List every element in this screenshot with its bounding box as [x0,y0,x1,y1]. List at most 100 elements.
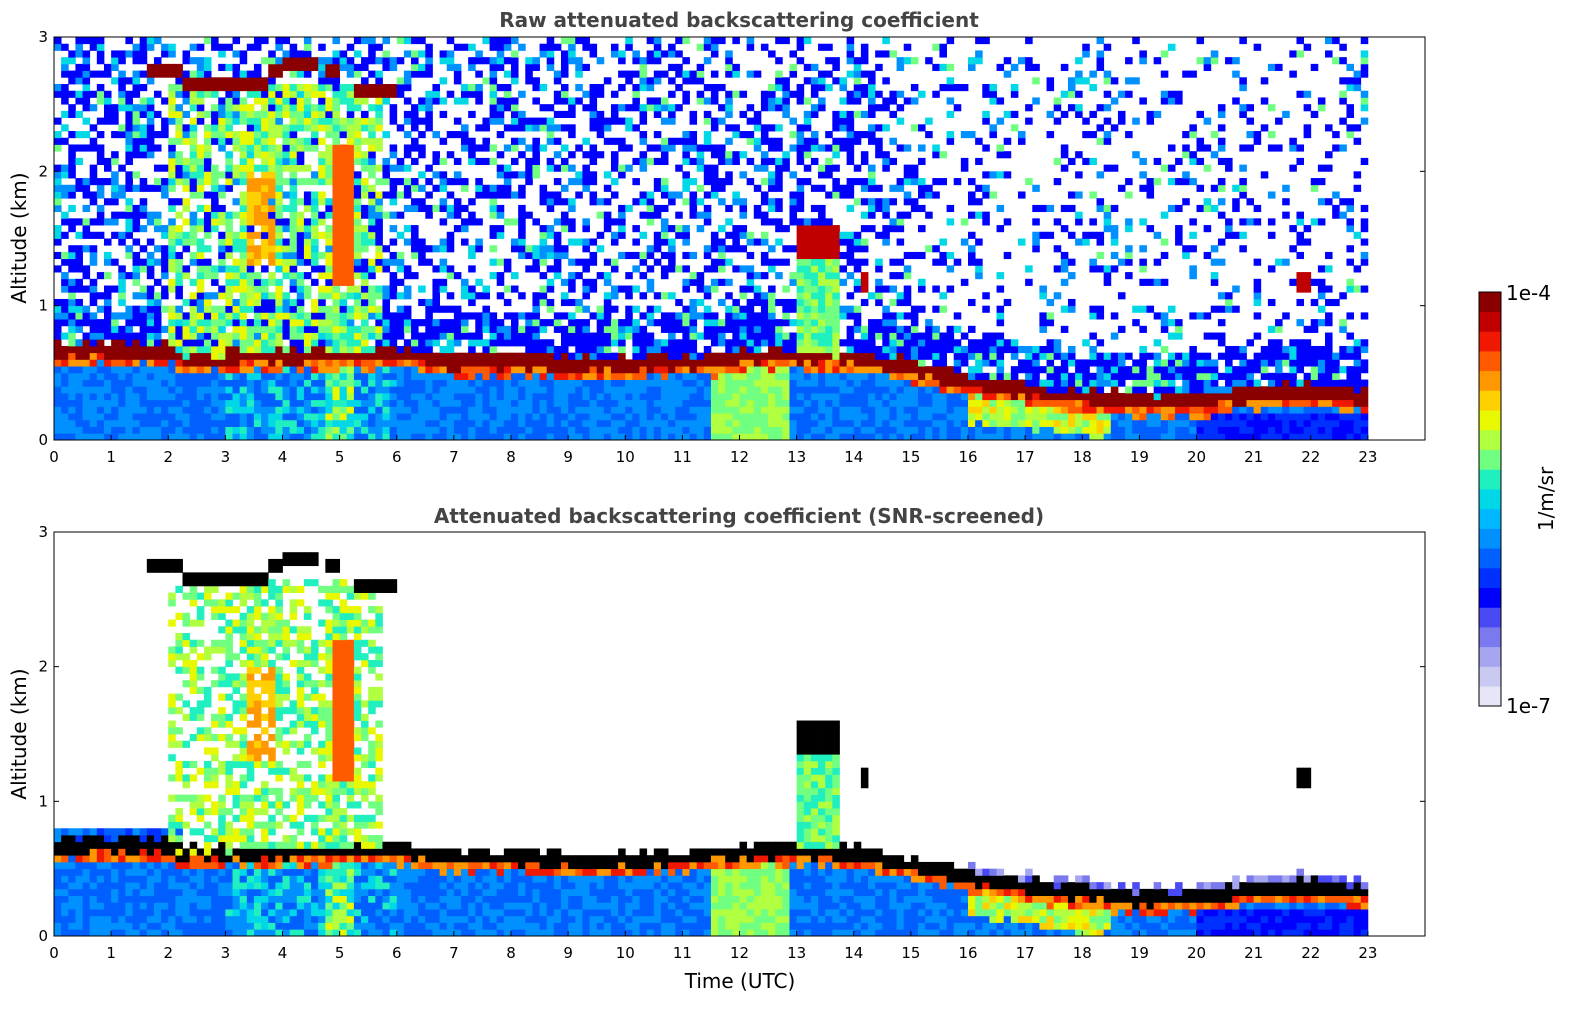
heatmap-cell [261,372,269,380]
heatmap-cell [389,285,398,293]
heatmap-cell [289,57,298,65]
heatmap-cell [696,278,705,286]
heatmap-cell [153,164,162,172]
heatmap-cell [189,251,198,260]
heatmap-cell [453,406,462,414]
heatmap-cell [610,110,619,118]
heatmap-cell [889,413,897,421]
heatmap-cell [746,325,755,333]
heatmap-cell [496,366,505,374]
heatmap-cell [389,426,398,434]
heatmap-cell [318,211,326,219]
heatmap-cell [889,386,897,394]
heatmap-cell [411,399,419,407]
heatmap-cell [896,211,905,219]
heatmap-cell [275,386,283,394]
heatmap-cell [225,231,233,239]
heatmap-cell [325,204,333,213]
heatmap-cell [175,90,183,98]
heatmap-cell [853,90,862,98]
heatmap-cell [546,399,555,407]
heatmap-cell [411,144,419,152]
heatmap-cell [289,379,298,387]
heatmap-cell [89,433,98,441]
heatmap-cell [289,413,298,421]
heatmap-cell [61,352,69,360]
heatmap-cell [418,386,426,394]
heatmap-cell [132,84,141,92]
heatmap-cell [275,325,283,333]
heatmap-cell [796,413,805,421]
heatmap-cell [353,413,362,421]
heatmap-cell [382,171,391,179]
heatmap-cell [553,258,562,266]
heatmap-cell [632,366,640,374]
heatmap-cell [582,43,590,51]
heatmap-cell [232,238,241,246]
heatmap-cell [296,359,305,367]
heatmap-cell [789,372,798,380]
heatmap-cell [839,137,848,145]
heatmap-cell [418,352,426,360]
heatmap-cell [332,379,341,387]
heatmap-cell [168,110,176,118]
heatmap-cell [803,124,812,132]
heatmap-cell [296,157,305,166]
heatmap-cell [632,265,640,273]
heatmap-cell [382,131,391,139]
heatmap-cell [511,191,519,199]
heatmap-cell [618,231,626,239]
heatmap-cell [525,359,533,367]
heatmap-cell [782,399,790,407]
heatmap-cell [118,352,126,360]
heatmap-cell [482,319,490,327]
heatmap-cell [389,225,398,233]
heatmap-cell [296,392,305,401]
heatmap-cell [689,392,698,401]
heatmap-cell [603,117,612,125]
heatmap-cell [568,272,576,280]
heatmap-cell [375,265,383,273]
heatmap-cell [496,131,505,139]
heatmap-cell [132,238,141,246]
heatmap-cell [689,278,698,286]
heatmap-cell [311,352,319,360]
heatmap-cell [196,117,205,125]
heatmap-cell [389,104,398,112]
heatmap-cell [818,70,826,78]
heatmap-cell [432,171,440,179]
heatmap-cell [325,392,333,401]
heatmap-cell [646,84,655,92]
heatmap-cell [482,419,490,427]
heatmap-cell [511,366,519,374]
heatmap-cell [632,406,640,414]
heatmap-cell [896,332,905,340]
heatmap-cell [275,399,283,407]
heatmap-cell [275,184,283,192]
heatmap-cell [639,352,648,360]
heatmap-cell [532,124,540,132]
heatmap-cell [832,231,840,239]
heatmap-cell [239,392,248,401]
heatmap-cell [860,225,869,233]
heatmap-cell [196,392,205,401]
heatmap-cell [703,251,712,260]
heatmap-cell [839,386,848,394]
heatmap-cell [803,419,812,427]
heatmap-cell [568,218,576,226]
heatmap-cell [125,413,133,421]
heatmap-cell [225,117,233,125]
heatmap-cell [232,198,241,206]
heatmap-cell [289,231,298,239]
heatmap-cell [739,433,748,441]
heatmap-cell [610,426,619,434]
heatmap-cell [718,379,726,387]
heatmap-cell [346,225,355,233]
heatmap-cell [411,124,419,132]
heatmap-cell [275,433,283,441]
heatmap-cell [668,372,676,380]
heatmap-cell [796,406,805,414]
heatmap-cell [832,110,840,118]
heatmap-cell [846,339,855,347]
heatmap-cell [782,97,790,105]
